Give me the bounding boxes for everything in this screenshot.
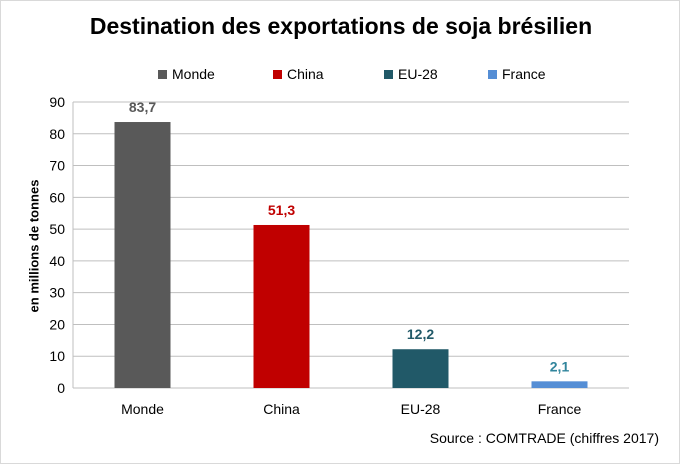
bar (392, 349, 449, 388)
data-label: 12,2 (407, 326, 434, 342)
y-tick-label: 10 (49, 348, 65, 364)
y-tick-label: 20 (49, 316, 65, 332)
x-tick-label: China (263, 401, 300, 417)
legend: Monde China EU-28 France (1, 64, 680, 84)
y-tick-label: 70 (49, 158, 65, 174)
bar (253, 224, 310, 388)
y-tick-label: 80 (49, 126, 65, 142)
legend-item: Monde (158, 64, 215, 84)
data-label: 51,3 (268, 202, 295, 218)
chart-title: Destination des exportations de soja bré… (89, 13, 593, 39)
legend-swatch (273, 69, 282, 79)
legend-item: France (488, 64, 546, 84)
legend-item: China (273, 64, 324, 84)
legend-label: France (502, 66, 546, 82)
source-note: Source : COMTRADE (chiffres 2017) (429, 430, 659, 446)
bar (114, 122, 171, 389)
x-tick-label: EU-28 (401, 401, 441, 417)
y-tick-label: 60 (49, 189, 65, 205)
y-tick-label: 30 (49, 285, 65, 301)
legend-label: Monde (172, 66, 215, 82)
data-label: 2,1 (550, 358, 570, 374)
legend-swatch (158, 69, 167, 79)
legend-item: EU-28 (384, 64, 438, 84)
legend-label: EU-28 (398, 66, 438, 82)
legend-label: China (287, 66, 324, 82)
data-label: 83,7 (129, 99, 156, 115)
legend-swatch (488, 69, 497, 79)
bar (531, 381, 588, 388)
y-tick-label: 90 (49, 94, 65, 110)
legend-swatch (384, 69, 393, 79)
y-tick-label: 40 (49, 253, 65, 269)
y-tick-label: 50 (49, 221, 65, 237)
y-axis-label: en millions de tonnes (26, 179, 42, 313)
y-tick-label: 0 (57, 380, 65, 396)
x-tick-label: France (538, 401, 582, 417)
x-tick-label: Monde (121, 401, 164, 417)
